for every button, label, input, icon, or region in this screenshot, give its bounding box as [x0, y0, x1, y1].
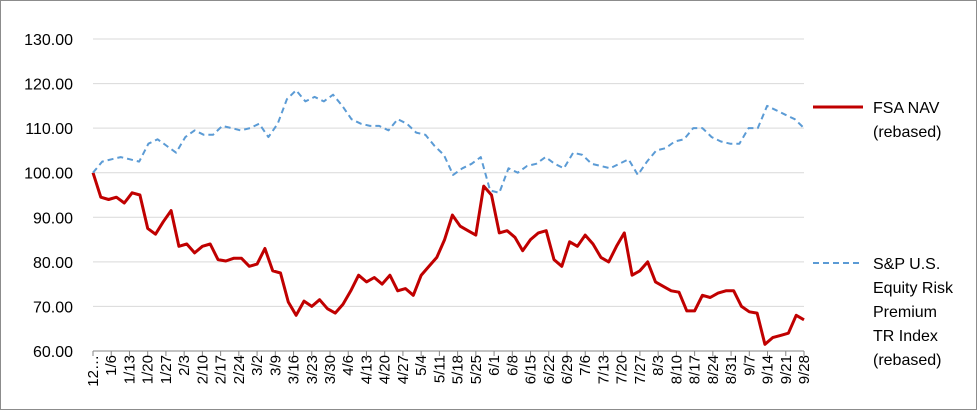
- legend-label: FSA NAV: [873, 100, 940, 117]
- x-tick-label: 8/3: [650, 355, 667, 376]
- x-tick-label: 6/8: [504, 355, 521, 376]
- gridlines: [93, 38, 804, 307]
- x-tick-label: 1/13: [121, 355, 138, 384]
- x-tick-label: 3/2: [249, 355, 266, 376]
- legend-label: Premium: [873, 304, 937, 321]
- x-tick-label: 2/10: [194, 355, 211, 384]
- x-tick-label: 8/24: [705, 355, 722, 384]
- x-tick-label: 5/18: [450, 355, 467, 384]
- y-tick-label: 120.00: [24, 77, 73, 94]
- legend-label: (rebased): [873, 352, 941, 369]
- x-tick-label: 1/6: [103, 355, 120, 376]
- y-tick-label: 60.00: [33, 344, 73, 361]
- y-axis-tick-labels: 60.00 70.00 80.00 90.00 100.00 110.00 120.00 13…: [24, 32, 73, 361]
- x-tick-label: 9/7: [741, 355, 758, 376]
- x-tick-label: 3/9: [267, 355, 284, 376]
- axes: [92, 350, 805, 356]
- x-tick-label: 5/4: [413, 355, 430, 376]
- x-tick-label: 9/21: [778, 355, 795, 384]
- x-tick-label: 4/27: [395, 355, 412, 384]
- legend-label: S&P U.S.: [873, 256, 940, 273]
- x-tick-label: 1/20: [140, 355, 157, 384]
- y-tick-label: 110.00: [25, 121, 73, 138]
- x-tick-label: 7/27: [632, 355, 649, 384]
- x-tick-label: 4/13: [358, 355, 375, 384]
- y-tick-label: 90.00: [33, 210, 73, 227]
- x-tick-label: 6/22: [541, 355, 558, 384]
- series-lines: [91, 89, 805, 346]
- x-tick-label: 9/14: [760, 355, 777, 384]
- x-tick-label: 8/31: [723, 355, 740, 384]
- x-tick-label: 1/27: [158, 355, 175, 384]
- x-tick-label: 2/24: [231, 355, 248, 384]
- legend-label: TR Index: [873, 328, 938, 345]
- x-tick-label: 6/29: [559, 355, 576, 384]
- x-tick-label: 9/28: [796, 355, 813, 384]
- y-tick-label: 130.00: [24, 32, 73, 49]
- x-tick-label: 6/1: [486, 355, 503, 376]
- x-tick-label: 3/30: [322, 355, 339, 384]
- legend: FSA NAV (rebased) S&P U.S. Equity Risk Premi…: [813, 100, 954, 369]
- x-tick-label: 4/20: [377, 355, 394, 384]
- x-tick-label: 3/16: [286, 355, 303, 384]
- x-tick-label: 7/6: [577, 355, 594, 376]
- series-line-sp-equity-risk-premium: [92, 89, 805, 194]
- y-tick-label: 100.00: [24, 166, 73, 183]
- y-tick-label: 70.00: [33, 299, 73, 316]
- y-tick-label: 80.00: [33, 255, 73, 272]
- x-tick-label: 12…: [85, 355, 102, 387]
- x-tick-label: 7/13: [595, 355, 612, 384]
- x-tick-label: 5/11: [431, 355, 448, 383]
- series-line-fsa-nav: [91, 172, 805, 346]
- x-tick-label: 5/25: [468, 355, 485, 384]
- legend-label: (rebased): [873, 124, 941, 141]
- x-tick-label: 2/17: [213, 355, 230, 384]
- x-tick-label: 2/3: [176, 355, 193, 376]
- x-tick-label: 8/10: [668, 355, 685, 384]
- x-tick-label: 3/23: [304, 355, 321, 384]
- x-tick-label: 4/6: [340, 355, 357, 376]
- x-axis-tick-labels: 12… 1/6 1/13 1/20 1/27 2/3 2/10 2/17 2/24 3/2 3/9 3…: [85, 355, 813, 387]
- legend-label: Equity Risk: [873, 280, 954, 297]
- x-tick-label: 6/15: [523, 355, 540, 384]
- x-tick-label: 7/20: [614, 355, 631, 384]
- x-tick-label: 8/17: [687, 355, 704, 384]
